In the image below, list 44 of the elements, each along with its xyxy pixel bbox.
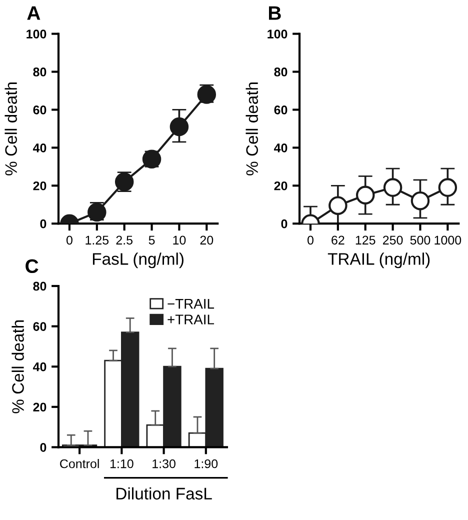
x-axis-title: Dilution FasL [116,487,212,500]
y-tick-label: 0 [40,443,46,452]
x-tick-label: Control [60,459,99,468]
x-tick-label: 1:30 [152,459,176,468]
y-tick-label: 80 [33,282,46,291]
y-tick-label: 20 [274,181,288,190]
y-tick-label: 60 [33,322,46,331]
chart-title: A [27,6,40,20]
x-tick-label: 250 [383,236,403,245]
x-tick-label: 1.25 [86,236,109,245]
x-tick-label: 0 [308,236,314,245]
x-tick-label: 1000 [434,236,462,245]
y-tick-label: 40 [32,143,46,152]
x-axis-title: TRAIL (ng/ml) [328,252,430,268]
y-tick-label: 60 [274,106,288,114]
x-tick-label: 5 [148,236,155,245]
x-tick-label: 1:10 [110,459,134,468]
y-tick-label: 40 [32,362,46,372]
y-tick-label: 20 [33,402,46,412]
y-tick-label: 60 [33,106,46,114]
y-tick-label: 100 [26,30,46,38]
x-tick-label: 20 [200,236,214,245]
y-tick-label: 80 [33,68,46,76]
chart-title: C [26,259,38,274]
x-axis-title: FasL (ng/ml) [92,252,184,268]
y-tick-label: 0 [281,219,288,228]
chart-title: B [268,6,281,20]
legend-label: −TRAIL [168,299,214,309]
x-tick-label: 500 [410,236,430,245]
y-tick-label: 20 [33,181,46,190]
y-tick-label: 0 [40,219,46,228]
y-tick-label: 100 [268,30,288,38]
y-axis-title: % Cell death [246,82,258,176]
x-tick-label: 10 [173,236,186,245]
x-tick-label: 0 [66,236,72,245]
y-axis-title: % Cell death [12,320,24,414]
y-axis-title: % Cell death [4,82,17,176]
x-tick-label: 1:90 [194,459,218,468]
y-tick-label: 80 [274,68,288,76]
legend-label: +TRAIL [168,314,214,324]
x-tick-label: 62 [332,236,344,245]
x-tick-label: 2.5 [116,236,133,245]
y-tick-label: 40 [274,143,288,152]
x-tick-label: 125 [356,236,376,245]
